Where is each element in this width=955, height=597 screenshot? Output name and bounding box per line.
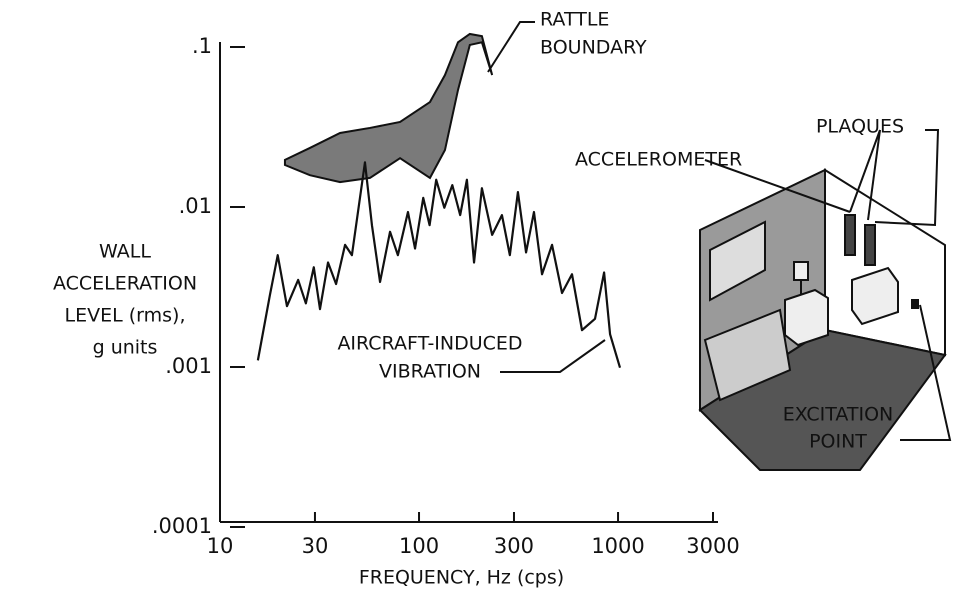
bed	[703, 308, 792, 402]
x-tick-label: 10	[207, 534, 234, 558]
x-axis-label: FREQUENCY, Hz (cps)	[359, 567, 564, 589]
leader-line	[849, 129, 881, 213]
y-tick-label: .0001	[152, 514, 212, 538]
side-wall	[824, 168, 946, 357]
plaques-label: PLAQUES	[816, 116, 904, 138]
accelerometer-label: ACCELEROMETER	[575, 149, 742, 171]
y-axis-label: LEVEL (rms),	[65, 305, 186, 327]
excitation-label: EXCITATION	[783, 404, 894, 426]
x-tick-label: 1000	[591, 534, 644, 558]
leader-line	[487, 21, 535, 73]
series-label: AIRCRAFT-INDUCED	[337, 333, 522, 355]
excitation-point	[911, 299, 919, 309]
leader-line	[874, 129, 940, 227]
y-tick-label: .1	[192, 34, 212, 58]
x-tick-label: 30	[302, 534, 329, 558]
series-label: VIBRATION	[379, 361, 481, 383]
window	[709, 220, 766, 302]
leader-line	[704, 159, 851, 213]
band-label: RATTLE	[540, 9, 609, 31]
leader-line	[900, 304, 952, 441]
dresser	[851, 266, 899, 326]
vibration-line	[256, 161, 622, 369]
y-axis-label: g units	[93, 337, 158, 359]
leader-line	[500, 339, 606, 373]
y-axis-label: WALL	[99, 241, 151, 263]
nightstand	[784, 288, 829, 347]
x-tick-label: 3000	[686, 534, 739, 558]
y-tick-label: .001	[165, 354, 212, 378]
room-illustration	[487, 21, 952, 471]
rattle-band	[283, 32, 494, 184]
band-label: BOUNDARY	[540, 37, 647, 59]
lamp-shade	[793, 261, 809, 281]
x-tick-label: 100	[399, 534, 439, 558]
excitation-label: POINT	[809, 431, 867, 453]
y-tick-label: .01	[179, 194, 212, 218]
y-axis-label: ACCELERATION	[53, 273, 197, 295]
plaque	[864, 224, 876, 266]
leader-line	[867, 129, 881, 221]
x-tick-label: 300	[494, 534, 534, 558]
plaque	[844, 214, 856, 256]
